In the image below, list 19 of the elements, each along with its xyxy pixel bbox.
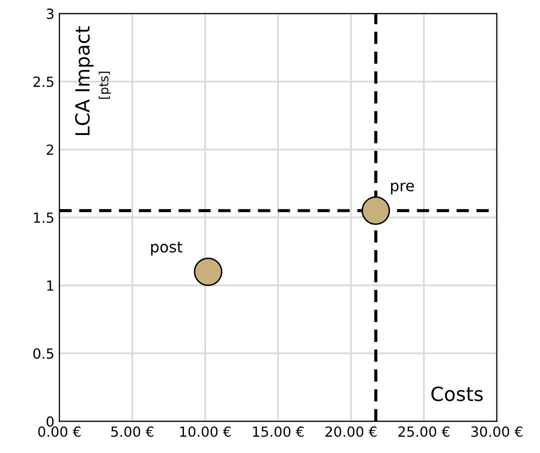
x-tick-label: 15.00 € xyxy=(253,426,304,437)
y-tick-label: 1 xyxy=(47,280,54,291)
y-tick-label: 1.5 xyxy=(34,212,54,223)
x-tick-label: 5.00 € xyxy=(111,426,154,437)
y-tick-label: 2 xyxy=(46,144,54,155)
y-tick-label: 3 xyxy=(46,8,54,20)
annotation: pre xyxy=(391,182,414,194)
annotation: post xyxy=(151,242,182,256)
x-tick-label: 10.00 € xyxy=(180,426,231,437)
x-tick-label: 20.00 € xyxy=(326,426,377,437)
x-tick-label: 30.00 € xyxy=(471,426,522,437)
y-axis-title: LCA Impact xyxy=(75,26,94,136)
y-tick-label: 2.5 xyxy=(33,76,54,88)
y-tick-label: 0.5 xyxy=(33,348,54,359)
annotation: [pts] xyxy=(98,72,111,99)
y-tick-label: 0 xyxy=(46,416,54,427)
x-axis-title: Costs xyxy=(431,386,483,402)
x-tick-label: 25.00 € xyxy=(398,426,450,437)
x-tick-label: 0.00 € xyxy=(38,426,81,437)
